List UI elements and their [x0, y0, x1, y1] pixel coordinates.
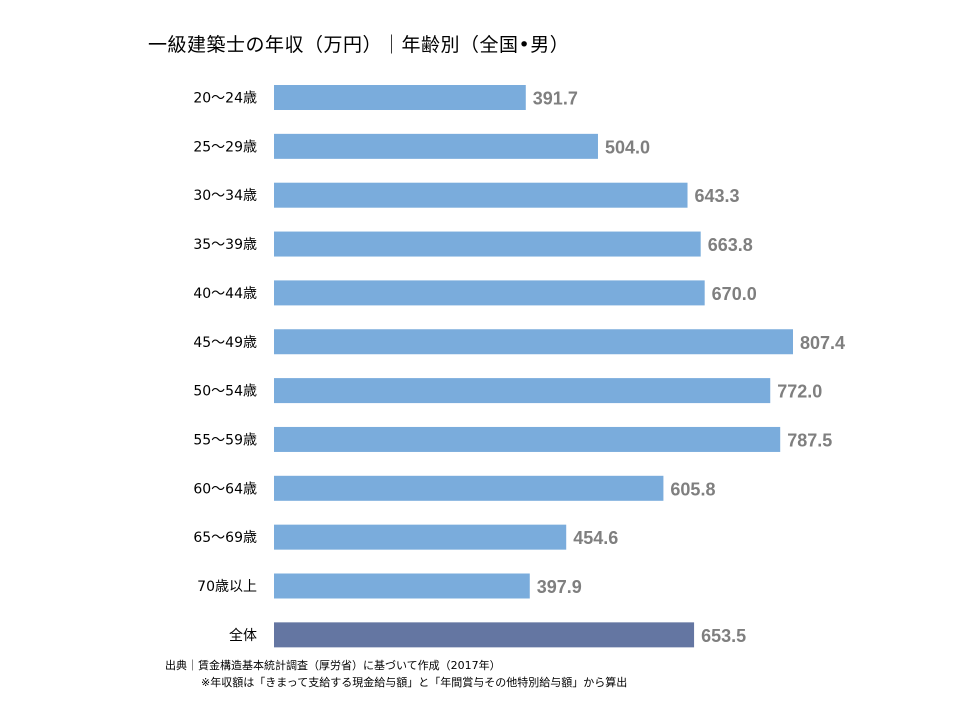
calculation-note: ※年収額は「きまって支給する現金給与額」と「年間賞与その他特別給与額」から算出 — [201, 676, 628, 689]
category-label: 全体 — [229, 627, 257, 644]
chart-footer: 出典｜賃金構造基本統計調査（厚労省）に基づいて作成（2017年） ※年収額は「き… — [165, 657, 627, 691]
category-label: 25～29歳 — [193, 139, 257, 155]
bar-chart: 20～24歳 391.7 25～29歳 504.0 30～34歳 643.3 35～39歳 6… — [193, 85, 845, 648]
chart-title: 一級建築士の年収（万円）｜年齢別（全国•男） — [148, 34, 570, 56]
category-label: 70歳以上 — [197, 579, 257, 595]
bar — [274, 329, 793, 355]
total-bar — [274, 622, 695, 648]
value-label: 391.7 — [533, 89, 578, 109]
category-label: 55～59歳 — [193, 432, 257, 448]
category-label: 50～54歳 — [193, 384, 257, 400]
category-label: 60～64歳 — [193, 481, 257, 497]
value-label: 643.3 — [695, 186, 740, 206]
source-note: 出典｜賃金構造基本統計調査（厚労省）に基づいて作成（2017年） — [165, 659, 501, 672]
value-label: 454.6 — [573, 528, 618, 548]
value-label: 670.0 — [712, 284, 757, 304]
value-label: 807.4 — [800, 333, 845, 353]
bar — [274, 85, 526, 110]
category-label: 35～39歳 — [193, 237, 257, 253]
bar — [274, 524, 567, 550]
bar — [274, 133, 598, 159]
value-label: 653.5 — [701, 626, 746, 646]
bar — [274, 573, 530, 599]
bar — [274, 231, 701, 257]
bar — [274, 426, 781, 452]
category-label: 30～34歳 — [193, 188, 257, 204]
value-label: 605.8 — [670, 479, 715, 499]
category-label: 65～69歳 — [193, 530, 257, 546]
value-label: 663.8 — [708, 235, 753, 255]
value-label: 772.0 — [777, 382, 822, 402]
category-label: 45～49歳 — [193, 335, 257, 351]
value-label: 787.5 — [787, 430, 832, 450]
bar — [274, 475, 664, 501]
bar — [274, 280, 705, 306]
category-label: 20～24歳 — [193, 91, 257, 107]
bar — [274, 378, 771, 404]
value-label: 397.9 — [537, 577, 582, 597]
value-label: 504.0 — [605, 137, 650, 157]
category-label: 40～44歳 — [193, 286, 257, 302]
bar — [274, 182, 688, 208]
